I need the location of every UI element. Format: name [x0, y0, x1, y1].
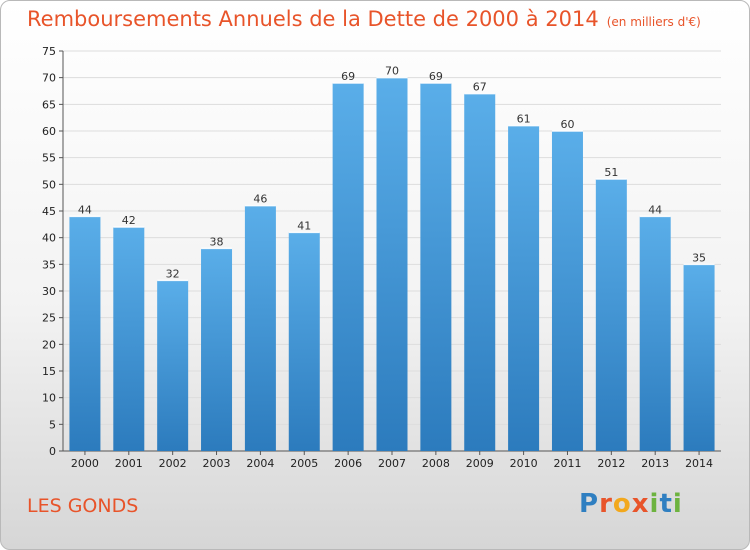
- bar-value-label: 51: [604, 166, 618, 179]
- y-tick-label: 60: [42, 125, 56, 138]
- bar-2000: [69, 216, 101, 451]
- bar-value-label: 69: [429, 70, 443, 83]
- y-tick-label: 15: [42, 365, 56, 378]
- bar-2002: [157, 280, 189, 451]
- bar-value-label: 42: [122, 214, 136, 227]
- y-tick-label: 70: [42, 72, 56, 85]
- y-tick-label: 25: [42, 312, 56, 325]
- x-tick-label: 2009: [466, 457, 494, 470]
- bar-value-label: 70: [385, 65, 399, 78]
- bar-2003: [201, 248, 233, 451]
- bar-2004: [244, 205, 276, 451]
- x-tick-label: 2001: [115, 457, 143, 470]
- y-tick-label: 0: [49, 445, 56, 458]
- labels: 0 5 10 15 20 25 30 35 40 45 50 55 60 65 70 75 44 2000 42 20…: [42, 45, 713, 470]
- x-tick-label: 2003: [203, 457, 231, 470]
- y-tick-label: 65: [42, 98, 56, 111]
- x-tick-label: 2013: [641, 457, 669, 470]
- logo-letter: t: [659, 489, 673, 519]
- x-tick-label: 2007: [378, 457, 406, 470]
- bar-2008: [420, 83, 452, 451]
- bar-2010: [508, 125, 540, 452]
- chart-title: Remboursements Annuels de la Dette de 20…: [27, 7, 599, 31]
- y-tick-label: 40: [42, 232, 56, 245]
- x-tick-label: 2004: [246, 457, 274, 470]
- bar-2013: [639, 216, 671, 451]
- y-tick-label: 5: [49, 418, 56, 431]
- x-tick-label: 2014: [685, 457, 713, 470]
- bar-2012: [595, 179, 627, 451]
- x-tick-label: 2008: [422, 457, 450, 470]
- bar-value-label: 38: [210, 235, 224, 248]
- bar-2009: [464, 93, 496, 452]
- logo-letter: r: [599, 489, 613, 519]
- bar-value-label: 35: [692, 251, 706, 264]
- bar-value-label: 60: [560, 118, 574, 131]
- bar-value-label: 32: [166, 267, 180, 280]
- x-tick-label: 2002: [159, 457, 187, 470]
- bar-2001: [113, 227, 145, 451]
- y-tick-label: 50: [42, 178, 56, 191]
- bar-value-label: 61: [517, 113, 531, 126]
- logo-letter: x: [631, 489, 650, 519]
- chart-header: Remboursements Annuels de la Dette de 20…: [27, 7, 701, 31]
- bar-value-label: 67: [473, 81, 487, 94]
- proxiti-logo[interactable]: Proxiti: [579, 489, 683, 519]
- logo-letter: P: [579, 489, 600, 519]
- logo-letter: i: [672, 489, 683, 519]
- y-tick-label: 75: [42, 45, 56, 58]
- x-tick-label: 2011: [553, 457, 581, 470]
- y-tick-label: 55: [42, 152, 56, 165]
- bar-value-label: 44: [78, 203, 92, 216]
- logo-letter: i: [649, 489, 660, 519]
- bar-value-label: 41: [297, 219, 311, 232]
- bar-value-label: 44: [648, 203, 662, 216]
- x-tick-label: 2010: [510, 457, 538, 470]
- bar-value-label: 46: [253, 193, 267, 206]
- bar-2011: [551, 131, 583, 451]
- chart-unit-label: (en milliers d'€): [606, 15, 701, 29]
- bar-2014: [683, 264, 715, 451]
- y-tick-label: 30: [42, 285, 56, 298]
- x-tick-label: 2012: [597, 457, 625, 470]
- x-tick-label: 2000: [71, 457, 99, 470]
- y-tick-label: 20: [42, 338, 56, 351]
- bar-2005: [288, 232, 320, 451]
- y-tick-label: 45: [42, 205, 56, 218]
- bar-2006: [332, 83, 364, 451]
- x-tick-label: 2006: [334, 457, 362, 470]
- y-tick-label: 35: [42, 258, 56, 271]
- logo-letter: o: [612, 489, 632, 519]
- x-tick-label: 2005: [290, 457, 318, 470]
- y-tick-label: 10: [42, 392, 56, 405]
- bar-2007: [376, 77, 408, 452]
- commune-name: LES GONDS: [27, 495, 139, 517]
- bars: [69, 76, 715, 452]
- bar-value-label: 69: [341, 70, 355, 83]
